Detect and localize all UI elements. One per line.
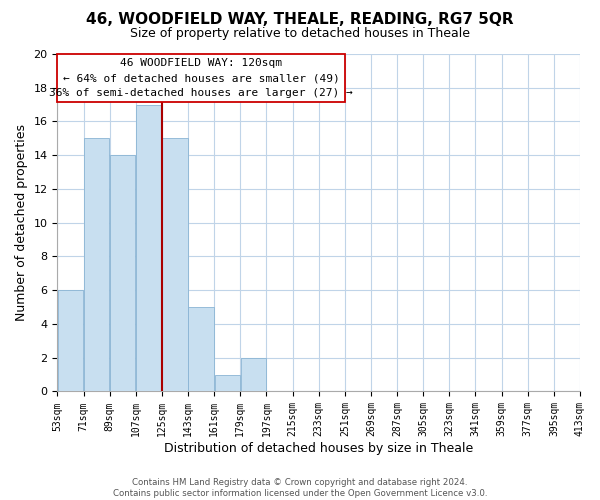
Text: 46, WOODFIELD WAY, THEALE, READING, RG7 5QR: 46, WOODFIELD WAY, THEALE, READING, RG7 … <box>86 12 514 28</box>
Text: ← 64% of detached houses are smaller (49): ← 64% of detached houses are smaller (49… <box>63 73 340 83</box>
Bar <box>162 138 188 392</box>
Bar <box>215 374 240 392</box>
X-axis label: Distribution of detached houses by size in Theale: Distribution of detached houses by size … <box>164 442 473 455</box>
Text: 36% of semi-detached houses are larger (27) →: 36% of semi-detached houses are larger (… <box>49 88 353 99</box>
FancyBboxPatch shape <box>58 54 345 102</box>
Text: Contains HM Land Registry data © Crown copyright and database right 2024.
Contai: Contains HM Land Registry data © Crown c… <box>113 478 487 498</box>
Bar <box>84 138 109 392</box>
Bar <box>241 358 266 392</box>
Bar <box>58 290 83 392</box>
Bar <box>110 155 136 392</box>
Text: 46 WOODFIELD WAY: 120sqm: 46 WOODFIELD WAY: 120sqm <box>120 58 282 68</box>
Bar <box>136 104 161 392</box>
Bar <box>188 307 214 392</box>
Text: Size of property relative to detached houses in Theale: Size of property relative to detached ho… <box>130 28 470 40</box>
Y-axis label: Number of detached properties: Number of detached properties <box>15 124 28 321</box>
